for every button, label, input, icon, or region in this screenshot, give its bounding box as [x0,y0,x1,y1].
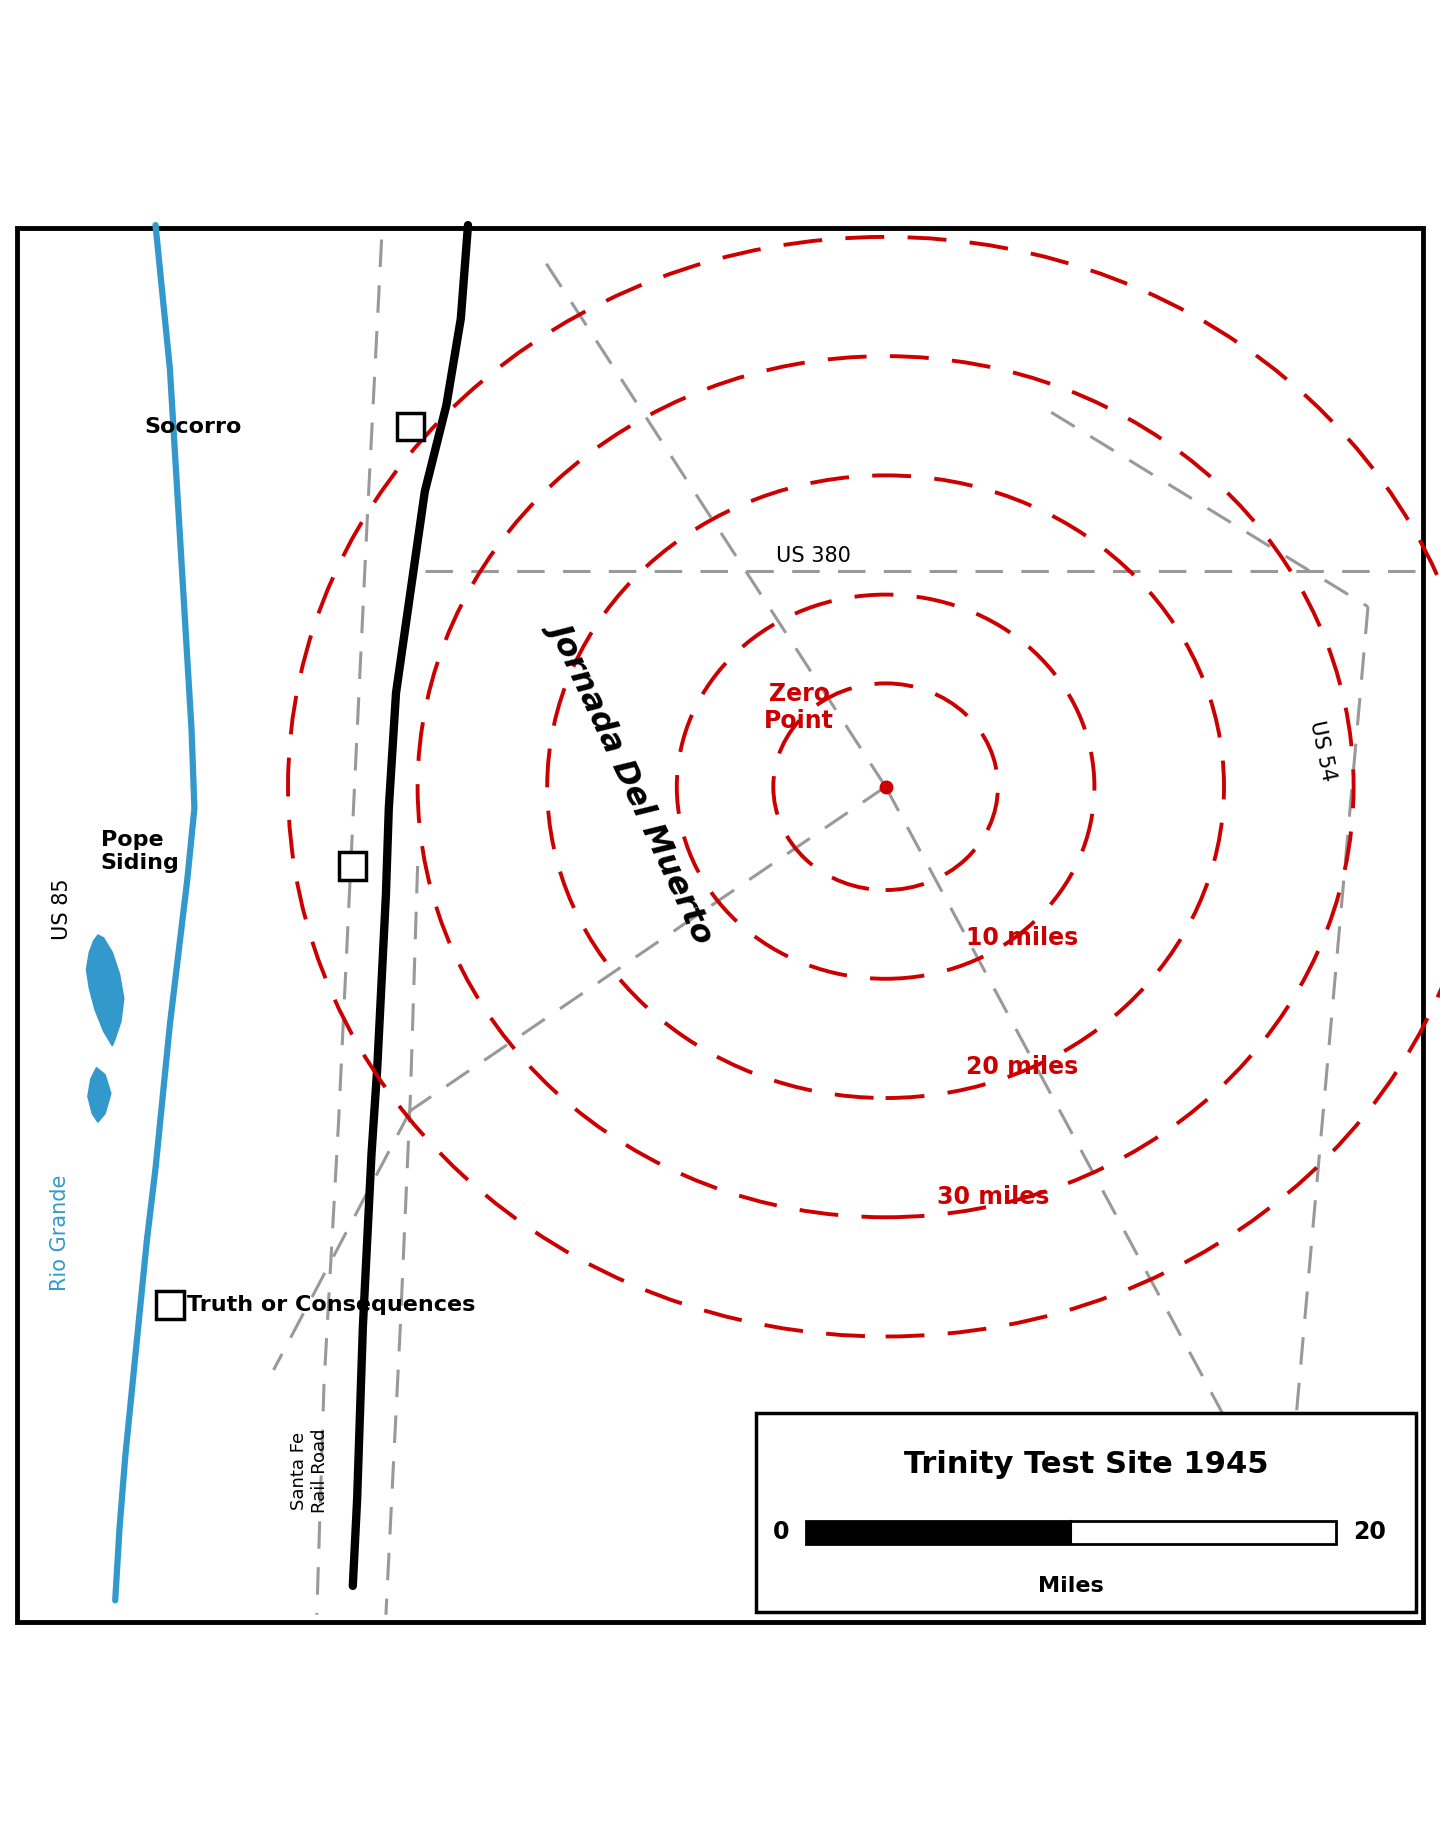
Polygon shape [86,935,124,1045]
Bar [1071,1520,1336,1544]
Text: Socorro: Socorro [144,417,242,436]
Text: Truth or Consequences: Truth or Consequences [187,1295,475,1315]
Text: Alamagordo: Alamagordo [907,1468,1058,1489]
Text: US 380: US 380 [776,547,851,567]
Text: US 85: US 85 [52,879,72,940]
Bar [340,851,366,879]
Text: US 54: US 54 [1306,718,1338,783]
Bar [1192,1465,1221,1492]
Text: 10 miles: 10 miles [966,925,1079,949]
Text: 0: 0 [773,1520,789,1544]
Text: 30 miles: 30 miles [937,1186,1050,1210]
Text: Zero
Point: Zero Point [765,682,834,733]
Polygon shape [88,1068,111,1123]
Bar [806,1520,1071,1544]
Text: Miles: Miles [1038,1575,1104,1596]
Bar [806,1520,1336,1544]
Text: Rio Grande: Rio Grande [50,1175,71,1291]
Bar [756,1413,1416,1612]
Text: Pope
Siding: Pope Siding [101,829,180,874]
Text: 20: 20 [1354,1520,1387,1544]
Text: 20 miles: 20 miles [966,1055,1079,1079]
Bar [157,1291,184,1319]
Text: Santa Fe
Rail Road: Santa Fe Rail Road [291,1428,328,1513]
Text: Jornada Del Muerto: Jornada Del Muerto [546,615,721,944]
Text: Trinity Test Site 1945: Trinity Test Site 1945 [903,1450,1269,1479]
Bar [396,414,423,440]
